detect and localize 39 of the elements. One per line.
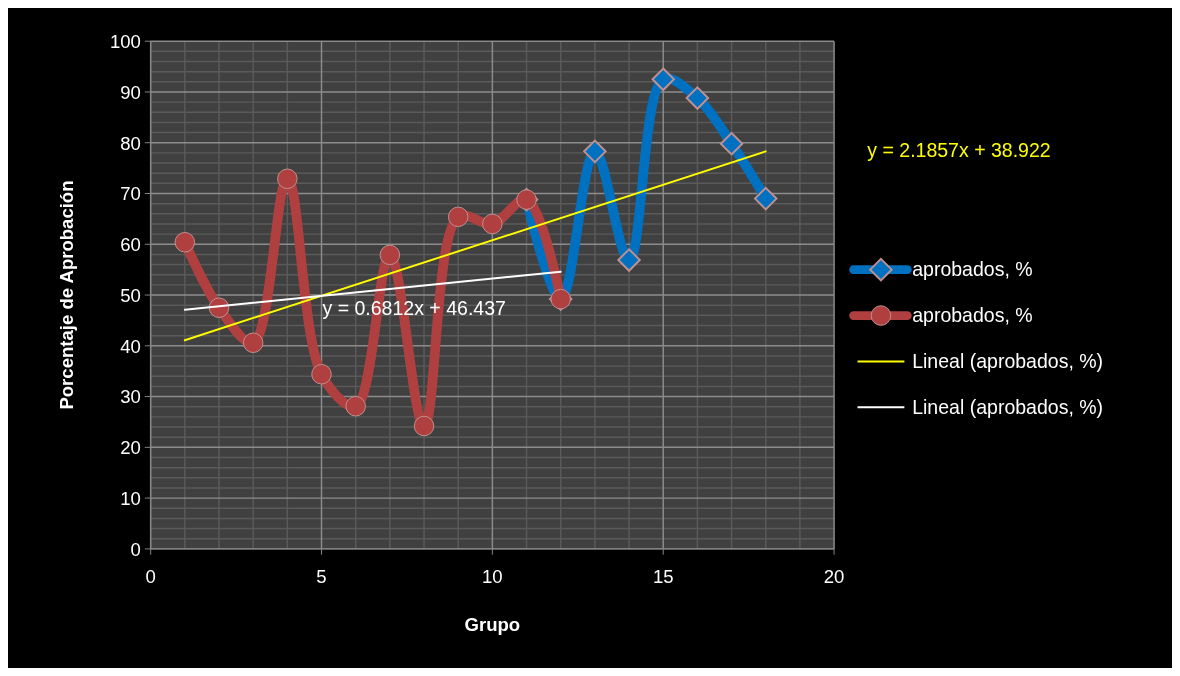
y-tick-label: 80 [120,132,141,154]
point [447,206,469,228]
x-tick-label: 5 [316,566,327,588]
point [345,395,366,417]
point [379,244,401,266]
y-tick-label: 50 [120,284,141,306]
point [482,213,503,235]
y-tick-label: 20 [120,437,141,459]
y-tick-label: 60 [120,234,141,256]
annotation: y = 0.6812x + 46.437 [322,296,506,319]
point [617,248,641,272]
x-tick-label: 15 [652,566,674,588]
point [754,186,778,211]
text: y = 2.1857x + 38.922 [867,139,1051,162]
point [685,86,710,110]
y-tick-label: 90 [120,81,141,103]
legend-label: Lineal (aprobados, %) [912,396,1104,419]
legend-label: aprobados, % [912,304,1033,327]
y-tick-label: 70 [120,183,141,205]
x-tick-label: 10 [482,566,503,588]
point [719,132,744,156]
legend-label: Lineal (aprobados, %) [912,350,1104,373]
point [311,363,332,385]
y-tick-label: 0 [130,538,141,560]
x-axis-title: Grupo [464,613,521,635]
point [277,168,298,190]
x-tick-label: 20 [823,566,845,588]
y-tick-label: 100 [109,31,141,53]
y-tick-label: 10 [120,487,141,509]
legend-label: aprobados, % [912,258,1033,281]
y-tick-label: 30 [120,386,141,408]
point [413,415,435,437]
y-tick-label: 40 [120,335,141,357]
point [651,67,675,91]
y-axis-title: Porcentaje de Aprobación [55,180,77,410]
point [242,332,264,354]
point [174,231,196,253]
point [583,139,607,164]
x-tick-label: 0 [145,566,156,588]
